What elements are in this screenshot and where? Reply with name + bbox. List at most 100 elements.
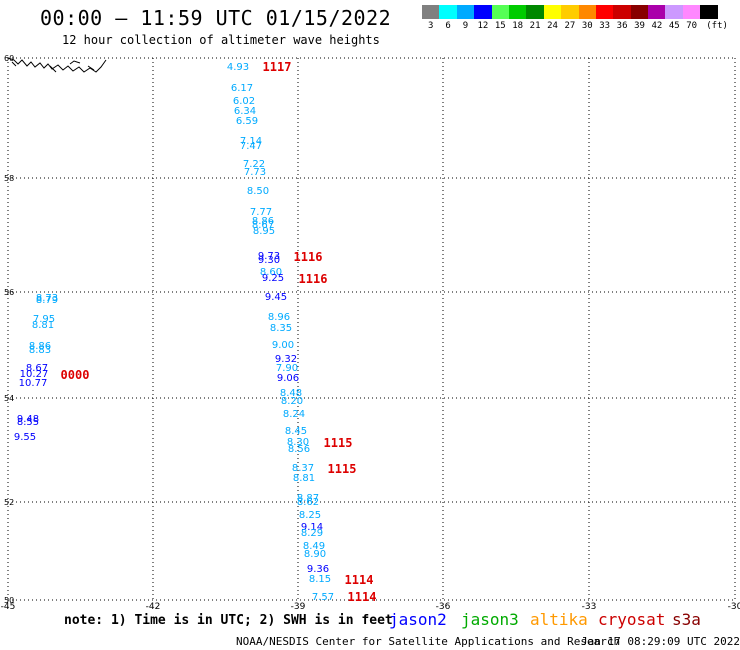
swh-value: 8.35 [270, 323, 292, 334]
legend-swatch [700, 5, 718, 19]
lat-tick-label: 58 [4, 174, 14, 183]
swh-value: 8.62 [297, 497, 319, 508]
swh-value: 8.96 [268, 312, 290, 323]
lat-tick-label: 54 [4, 394, 14, 403]
satellite-cryosat: cryosat [598, 610, 666, 629]
color-legend [422, 5, 718, 19]
legend-label: 12 [477, 21, 489, 31]
lat-tick-label: 50 [4, 596, 14, 605]
swh-value: 8.90 [304, 549, 326, 560]
swh-value: 8.15 [309, 574, 331, 585]
legend-swatch [682, 5, 701, 19]
page-subtitle: 12 hour collection of altimeter wave hei… [62, 33, 380, 47]
swh-value: 4.93 [227, 62, 249, 73]
legend-swatch [543, 5, 562, 19]
lon-tick-label: -36 [436, 602, 451, 612]
swh-value: 10.27 [20, 369, 49, 380]
swh-value: 8.56 [288, 444, 310, 455]
swh-value: 8.55 [17, 417, 39, 428]
legend-label: 27 [564, 21, 576, 31]
swh-value: 7.22 [243, 159, 265, 170]
legend-label: 3 [427, 21, 434, 31]
swh-value: 6.17 [231, 83, 253, 94]
legend-label: 9 [462, 21, 469, 31]
map-grid [7, 57, 736, 601]
footer-credit: NOAA/NESDIS Center for Satellite Applica… [236, 635, 621, 648]
swh-value: 6.02 [233, 96, 255, 107]
swh-value: 8.20 [281, 396, 303, 407]
pass-time-label: 1114 [348, 590, 377, 604]
swh-value: 9.73 [258, 251, 280, 262]
swh-value: 8.24 [283, 409, 305, 420]
swh-value: 8.50 [247, 186, 269, 197]
swh-value: 8.86 [29, 341, 51, 352]
lon-tick-label: -30 [728, 602, 740, 612]
swh-value: 8.79 [36, 295, 58, 306]
legend-label: 36 [616, 21, 628, 31]
swh-value: 9.36 [307, 564, 329, 575]
swh-value: 8.60 [260, 267, 282, 278]
swh-value: 9.48 [17, 414, 39, 425]
legend-label: 18 [512, 21, 524, 31]
swh-value: 6.59 [236, 116, 258, 127]
satellite-altika: altika [530, 610, 588, 629]
legend-swatch [578, 5, 596, 19]
lon-tick-label: -33 [582, 602, 597, 612]
satellite-jason2: jason2 [389, 610, 447, 629]
swh-value: 8.81 [293, 473, 315, 484]
swh-value: 9.32 [275, 354, 297, 365]
lat-tick-label: 60 [4, 54, 14, 63]
legend-label: (ft) [706, 21, 728, 31]
legend-label: 24 [547, 21, 558, 31]
satellite-s3a: s3a [672, 610, 701, 629]
legend-label: 6 [445, 21, 451, 31]
swh-value: 8.87 [297, 493, 319, 504]
pass-time-label: 1116 [299, 272, 328, 286]
legend-label: 15 [494, 21, 506, 31]
page-title: 00:00 – 11:59 UTC 01/15/2022 [40, 6, 392, 30]
legend-label: 21 [529, 21, 541, 31]
note-text: note: 1) Time is in UTC; 2) SWH is in fe… [64, 613, 393, 628]
legend-label: 30 [581, 21, 593, 31]
swh-value: 8.86 [252, 216, 274, 227]
legend-swatch [491, 5, 509, 19]
pass-time-label: 1115 [324, 436, 353, 450]
swh-value: 9.55 [14, 432, 36, 443]
swh-value: 8.48 [280, 388, 302, 399]
axis-tick-labels: -45 -42 -39 -36 -33 -30 60 58 56 54 52 50 [1, 54, 740, 612]
swh-value: 7.73 [244, 167, 266, 178]
swh-value: 8.25 [299, 510, 321, 521]
swh-value: 8.49 [303, 541, 325, 552]
swh-value: 7.57 [312, 592, 334, 603]
lon-tick-label: -45 [1, 602, 16, 612]
swh-value: 10.77 [19, 378, 48, 389]
swh-value: 9.30 [258, 255, 280, 266]
legend-swatch [456, 5, 475, 19]
coastline [7, 57, 107, 73]
swh-value: 8.67 [252, 220, 274, 231]
pass-time-label: 1115 [328, 462, 357, 476]
swh-value: 8.29 [301, 528, 323, 539]
footer-timestamp: Jan 17 08:29:09 UTC 2022 [581, 635, 740, 648]
swh-value: 8.95 [253, 226, 275, 237]
swh-value: 8.73 [36, 293, 58, 304]
swh-value: 9.06 [277, 373, 299, 384]
swh-value: 8.83 [29, 345, 51, 356]
legend-label: 33 [599, 21, 611, 31]
legend-swatch [613, 5, 631, 19]
legend-swatch [630, 5, 649, 19]
pass-time-label: 1117 [263, 60, 292, 74]
legend-swatch [561, 5, 579, 19]
swh-value: 9.14 [301, 522, 323, 533]
lat-tick-label: 56 [4, 288, 14, 297]
swh-value: 8.81 [32, 320, 54, 331]
legend-swatch [526, 5, 544, 19]
legend-label: 39 [634, 21, 645, 31]
swh-value: 7.77 [250, 207, 272, 218]
lat-tick-label: 52 [4, 498, 14, 507]
swh-value: 9.25 [262, 273, 284, 284]
swh-value: 8.67 [26, 363, 48, 374]
swh-value: 6.34 [234, 106, 256, 117]
swh-value: 8.30 [287, 437, 309, 448]
observation-labels: 4.93 6.17 6.026.346.59 7.147.47 7.227.73 8.50… [14, 62, 334, 603]
